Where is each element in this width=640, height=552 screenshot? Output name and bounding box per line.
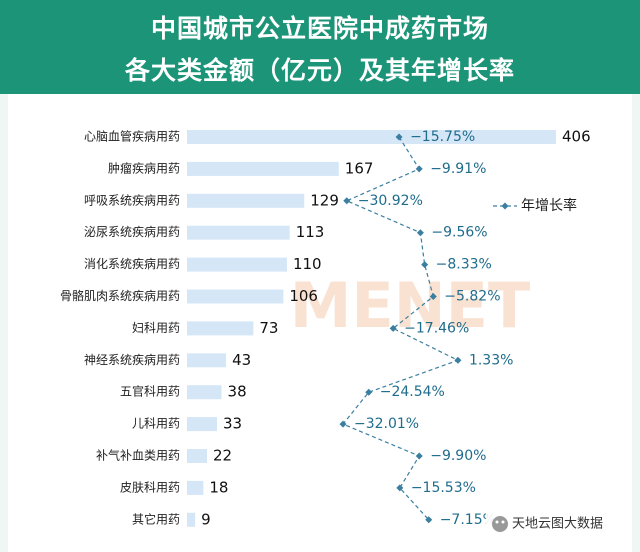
category-label: 消化系统疾病用药 xyxy=(84,256,180,271)
bar xyxy=(187,257,287,272)
rate-label: −32.01% xyxy=(354,416,419,432)
rate-marker xyxy=(365,388,373,396)
bar-value-label: 110 xyxy=(293,255,322,273)
chart-subtitle: 各大类金额（亿元）及其年增长率 xyxy=(124,56,515,85)
rate-label: −24.54% xyxy=(380,384,445,400)
rate-label: −8.33% xyxy=(436,257,492,273)
bar xyxy=(187,353,227,368)
bar-value-label: 167 xyxy=(345,159,374,177)
legend-marker xyxy=(501,202,509,210)
category-label: 妇科用药 xyxy=(132,321,180,335)
rate-label: −9.91% xyxy=(430,161,486,177)
bar xyxy=(187,385,222,400)
bar-value-label: 113 xyxy=(296,223,325,241)
rate-marker xyxy=(396,484,404,492)
category-label: 心脑血管疾病用药 xyxy=(84,129,180,144)
rate-marker xyxy=(343,197,351,205)
rate-marker xyxy=(429,293,437,300)
source-label: 天地云图大数据 xyxy=(512,517,603,532)
rate-marker xyxy=(454,356,462,364)
bar-value-label: 406 xyxy=(562,128,591,146)
rate-marker xyxy=(425,516,433,524)
category-label: 肿瘤疾病用药 xyxy=(108,160,180,175)
header: 中国城市公立医院中成药市场 各大类金额（亿元）及其年增长率 xyxy=(0,0,640,94)
category-label: 呼吸系统疾病用药 xyxy=(84,192,180,207)
bar xyxy=(187,321,254,336)
rate-marker xyxy=(339,420,347,428)
legend-label: 年增长率 xyxy=(521,197,577,214)
rate-label: −7.15% xyxy=(440,512,496,528)
bar xyxy=(187,512,196,527)
rate-label: −30.92% xyxy=(358,193,423,209)
rate-marker xyxy=(415,165,423,173)
bar-value-label: 43 xyxy=(232,351,251,369)
rate-marker xyxy=(395,133,403,141)
category-label: 五官科用药 xyxy=(120,384,180,399)
bar xyxy=(187,193,305,208)
chart: MENET 心脑血管疾病用药肿瘤疾病用药呼吸系统疾病用药泌尿系统疾病用药消化系统… xyxy=(0,94,640,552)
rate-marker xyxy=(415,452,423,460)
rate-label: −5.82% xyxy=(444,289,500,305)
category-label: 儿科用药 xyxy=(132,417,180,431)
watermark: MENET xyxy=(290,269,531,342)
category-label: 其它用药 xyxy=(132,511,180,526)
bar-value-label: 73 xyxy=(259,319,278,337)
rate-marker xyxy=(421,261,429,269)
rate-label: −9.90% xyxy=(430,448,486,464)
bar xyxy=(187,449,207,463)
bar-value-label: 18 xyxy=(209,478,228,496)
source-icon-dot xyxy=(501,520,505,524)
bar xyxy=(187,130,557,144)
bar-value-label: 9 xyxy=(201,510,211,528)
rate-marker xyxy=(389,324,397,332)
rate-label: −15.75% xyxy=(410,129,475,145)
category-label: 泌尿系统疾病用药 xyxy=(84,224,180,239)
source-bg xyxy=(486,509,632,539)
chart-title: 中国城市公立医院中成药市场 xyxy=(150,14,489,43)
bar-value-label: 33 xyxy=(223,415,242,433)
bar-value-label: 38 xyxy=(228,383,247,401)
category-label: 皮肤科用药 xyxy=(120,479,180,494)
bar xyxy=(187,225,290,240)
rate-label: −9.56% xyxy=(431,225,487,241)
category-label: 补气补血类用药 xyxy=(96,448,180,463)
rate-label: −17.46% xyxy=(404,320,469,336)
bar xyxy=(187,480,204,495)
bar xyxy=(187,289,284,304)
source-icon xyxy=(492,516,508,532)
rate-label: 1.33% xyxy=(469,352,513,368)
rate-label: −15.53% xyxy=(411,480,476,496)
bar-value-label: 106 xyxy=(289,287,318,305)
bar-value-label: 129 xyxy=(310,191,339,209)
bar xyxy=(187,417,217,432)
bar xyxy=(187,161,339,176)
bar-value-label: 22 xyxy=(213,447,232,465)
rate-marker xyxy=(416,229,424,237)
category-label: 神经系统疾病用药 xyxy=(84,352,180,367)
category-label: 骨骼肌肉系统疾病用药 xyxy=(60,288,180,303)
source-icon-dot xyxy=(495,520,499,524)
